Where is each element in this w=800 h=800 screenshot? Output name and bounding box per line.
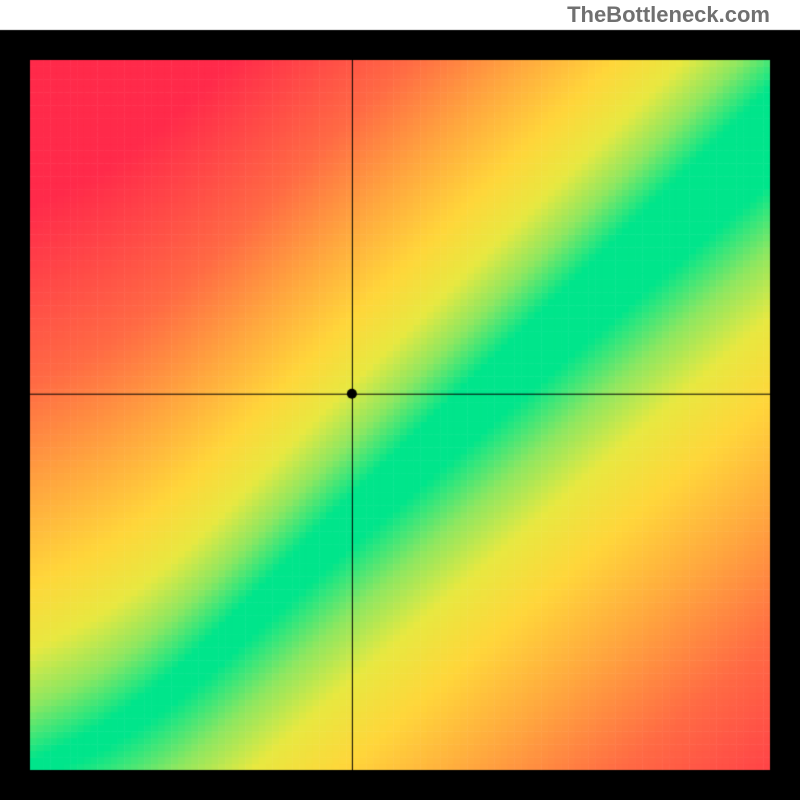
chart-container: TheBottleneck.com (0, 0, 800, 800)
bottleneck-heatmap (0, 0, 800, 800)
watermark-text: TheBottleneck.com (567, 2, 770, 28)
